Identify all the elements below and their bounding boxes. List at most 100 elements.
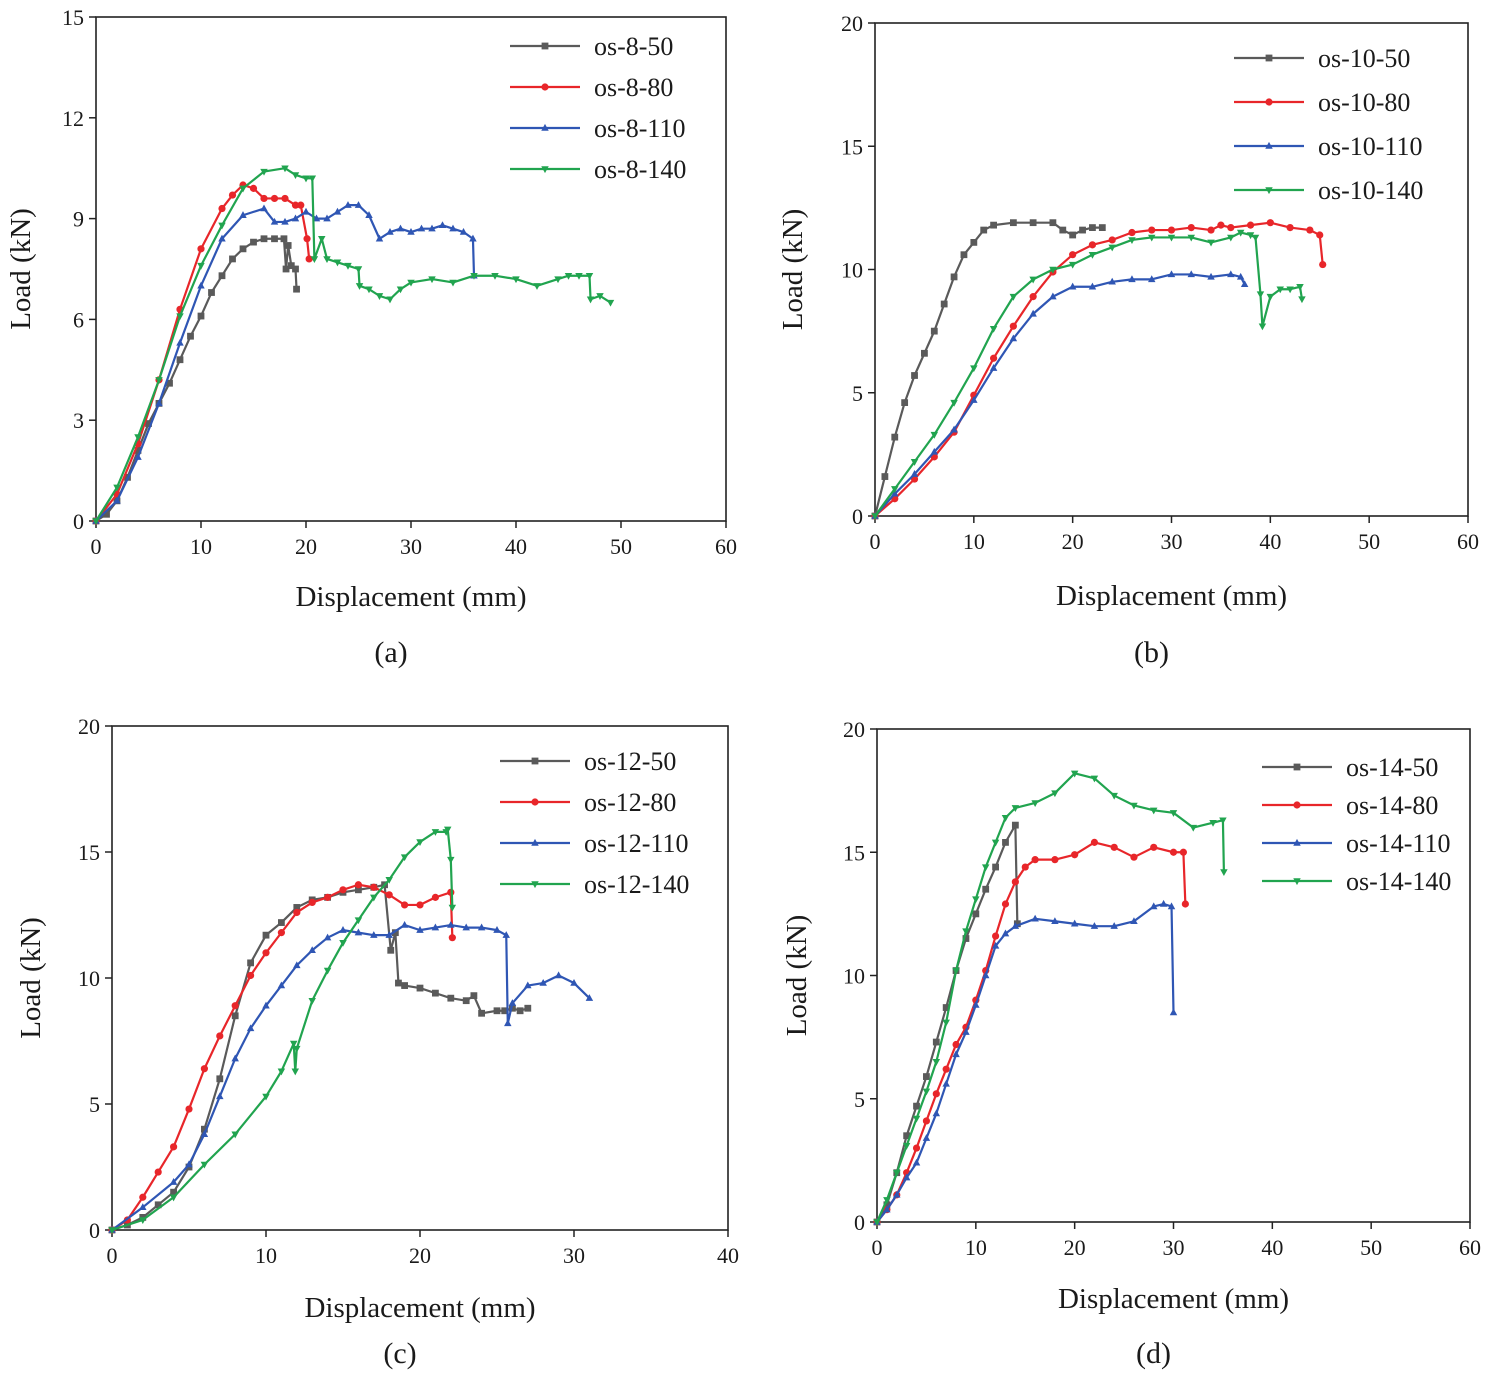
y-tick-label: 20 [841,11,863,36]
data-point [385,931,393,938]
data-point [324,893,332,901]
data-point [942,1079,950,1087]
data-point [370,883,378,891]
data-point [962,1028,970,1035]
data-point [992,863,999,871]
data-point [1098,224,1106,231]
data-point [1319,260,1327,269]
data-point [200,1161,209,1169]
x-tick-label: 50 [1358,529,1380,554]
data-point [1150,843,1158,851]
x-tick-label: 0 [870,529,881,554]
data-point [308,997,316,1005]
data-point [293,908,301,917]
legend-label: os-8-110 [594,114,685,143]
data-point [323,256,331,263]
data-point [1130,853,1138,861]
data-point [1071,851,1079,859]
data-point [1049,292,1057,300]
data-point [249,184,258,192]
data-point [354,881,362,889]
data-point [990,221,997,229]
data-point [972,1001,980,1008]
data-point [281,217,289,225]
data-point [516,1007,524,1015]
data-point [303,235,311,243]
data-point [197,245,205,253]
data-point [871,513,879,521]
data-point [1298,296,1306,304]
data-point [270,217,279,225]
series-line [95,237,298,522]
data-point [893,1190,901,1198]
y-axis-title: Load (kN) [777,209,809,331]
data-point [323,214,331,222]
x-tick-label: 20 [409,1243,431,1268]
data-point [1147,275,1156,283]
data-point [1181,900,1189,908]
data-point [297,201,305,209]
legend-item: os-12-80 [500,788,676,817]
data-point [533,283,541,290]
data-point [470,992,478,1000]
data-point [197,281,205,289]
data-point [930,447,939,455]
data-point [1207,272,1215,280]
series-os-14-80 [873,838,1189,1226]
legend-marker [541,83,549,91]
data-point [1011,821,1019,829]
data-point [1069,251,1077,259]
x-tick-label: 0 [872,1235,883,1260]
data-point [1217,221,1225,229]
data-point [459,227,468,235]
data-point [216,1075,224,1083]
data-point [1286,223,1294,232]
data-point [873,1219,881,1227]
data-point [416,984,424,992]
data-point [932,1090,940,1098]
data-point [950,399,958,407]
data-point [447,921,455,928]
data-point [134,453,142,460]
data-point [293,285,300,293]
data-point [1128,275,1136,283]
data-point [355,283,364,290]
legend-label: os-8-80 [594,73,673,102]
panel-b: 0 10 20 30 40 50 60 0 5 10 15 20 Displacement (mm) Lo… [777,11,1479,669]
series-os-10-50 [871,219,1106,520]
data-point [289,1040,298,1048]
data-point [970,396,978,403]
data-point [395,979,402,987]
data-point [92,518,100,526]
data-point [400,921,409,928]
data-point [1051,856,1059,864]
x-tick-label: 60 [1459,1235,1481,1260]
x-tick-label: 0 [91,534,102,559]
data-point [962,928,970,936]
series-os-14-140 [873,770,1228,1227]
series-os-12-50 [108,881,532,1234]
data-point [1207,239,1215,247]
legend-item: os-8-80 [510,73,673,102]
y-tick-label: 12 [62,106,84,131]
legend-label: os-12-50 [584,747,676,776]
data-point [262,1093,270,1101]
x-tick-label: 40 [1261,1235,1283,1260]
data-point [218,222,226,230]
y-tick-label: 5 [852,381,863,406]
legend-marker [1293,763,1301,771]
data-point [524,1004,532,1012]
data-point [912,1115,921,1123]
data-point [952,1050,960,1058]
data-point [305,255,313,263]
data-point [883,1205,891,1213]
data-point [1108,244,1116,252]
legend-item: os-14-50 [1262,753,1438,782]
legend-label: os-14-80 [1346,791,1438,820]
data-point [365,286,373,294]
series-line [876,841,1187,1223]
data-point [428,276,436,284]
data-point [277,929,285,937]
series-os-8-140 [92,165,615,526]
